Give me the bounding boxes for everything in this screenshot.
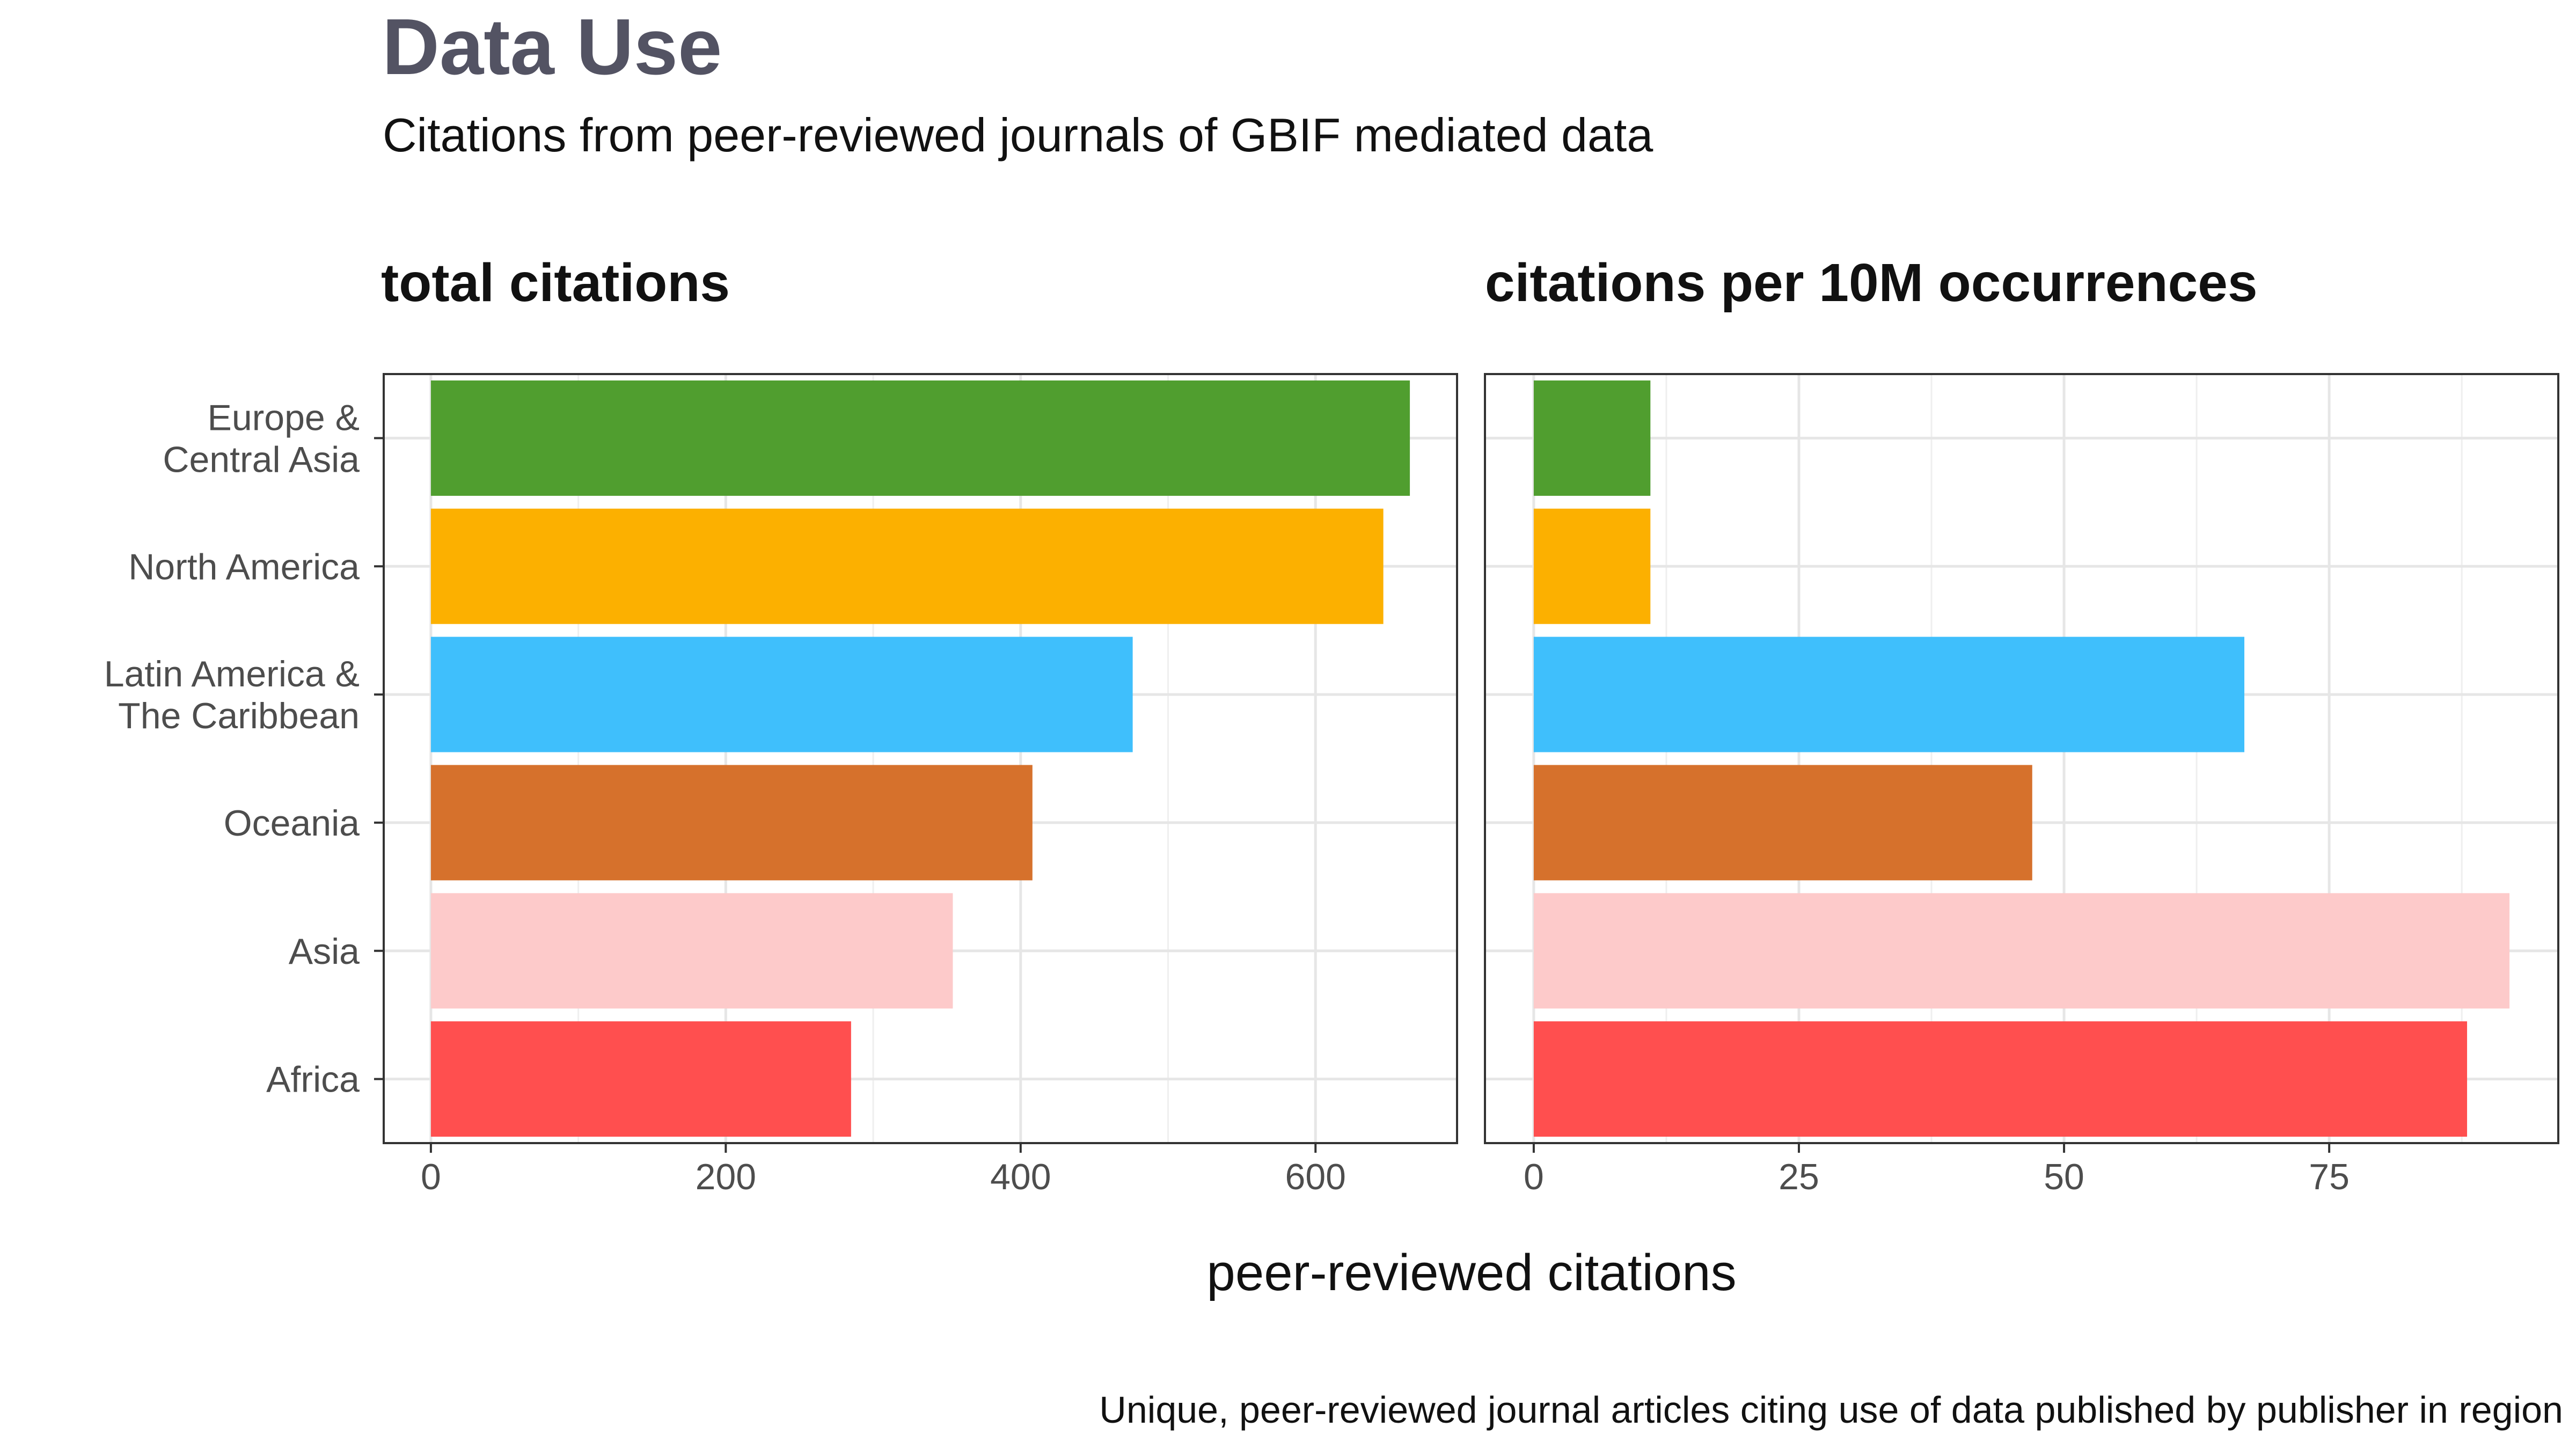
bar-oceania [430, 765, 1033, 881]
x-tick-label: 75 [2309, 1157, 2350, 1197]
x-tick-label: 200 [696, 1157, 756, 1197]
panel-title-total-citations: total citations [381, 253, 730, 313]
x-tick-label: 25 [1779, 1157, 1819, 1197]
chart-caption: Unique, peer-reviewed journal articles c… [1099, 1389, 2563, 1431]
bar-europe-central-asia [1533, 380, 1651, 496]
y-tick-label: The Caribbean [118, 696, 360, 736]
y-tick-label: Latin America & [104, 654, 360, 694]
bar-oceania [1533, 765, 2032, 881]
y-tick-label: Asia [289, 931, 360, 972]
bar-africa [1533, 1021, 2468, 1137]
panel-border [1484, 373, 2559, 1144]
x-tick-label: 0 [1524, 1157, 1544, 1197]
panel-background [1485, 374, 2558, 1143]
bar-europe-central-asia [430, 380, 1410, 496]
x-tick-label: 0 [421, 1157, 441, 1197]
panel-0: 0 200 400 600 [383, 373, 1458, 1197]
chart-title: Data Use [382, 3, 722, 91]
y-tick-label: Central Asia [163, 439, 360, 480]
panel-1: 0 25 50 75 [1484, 373, 2559, 1197]
x-axis-title: peer-reviewed citations [1206, 1244, 1736, 1301]
bar-africa [430, 1021, 851, 1137]
panel-border [383, 373, 1458, 1144]
bar-asia [430, 893, 953, 1009]
y-tick-label: North America [128, 546, 360, 587]
bar-north-america [1533, 508, 1651, 624]
chart-subtitle: Citations from peer-reviewed journals of… [383, 108, 1653, 162]
x-tick-label: 50 [2044, 1157, 2084, 1197]
y-tick-label: Europe & [207, 397, 360, 438]
panel-title-citations-per-10m: citations per 10M occurrences [1485, 253, 2257, 313]
panel-background [384, 374, 1457, 1143]
y-tick-label: Africa [266, 1059, 360, 1100]
bar-latin-america-the-caribbean [430, 636, 1133, 752]
y-tick-label: Oceania [224, 803, 360, 844]
bar-latin-america-the-caribbean [1533, 636, 2245, 752]
x-tick-label: 400 [990, 1157, 1051, 1197]
bar-asia [1533, 893, 2510, 1009]
x-tick-label: 600 [1285, 1157, 1346, 1197]
bar-north-america [430, 508, 1384, 624]
